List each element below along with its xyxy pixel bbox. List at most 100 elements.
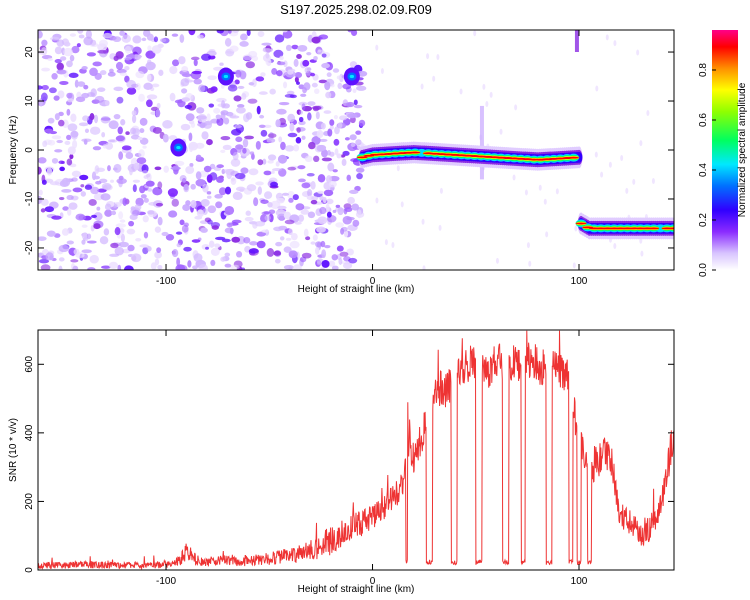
- spectrogram-noise-cell: [256, 231, 266, 237]
- spectrogram-noise-cell: [242, 138, 249, 148]
- spectrogram-noise-cell: [198, 84, 206, 93]
- spectrogram-noise-cell: [188, 30, 196, 36]
- spectrogram-noise-cell: [242, 147, 247, 154]
- spectrogram-noise-cell: [255, 140, 261, 150]
- spectrogram-noise-cell: [146, 99, 153, 108]
- spectrogram-noise-cell: [38, 157, 47, 164]
- spectrogram-noise-cell: [126, 228, 136, 235]
- spectrogram-noise-cell: [236, 104, 245, 108]
- spectrogram-noise-cell: [41, 67, 51, 72]
- spectrogram-noise-cell: [357, 209, 362, 219]
- snr-plot-area: [38, 330, 674, 570]
- spectrogram-noise-cell: [58, 111, 64, 117]
- spectrogram-noise-cell: [646, 110, 650, 117]
- spectrogram-noise-cell: [126, 87, 137, 95]
- spectrogram-noise-cell: [216, 117, 224, 126]
- spectrogram-noise-cell: [283, 211, 291, 220]
- spectrogram-noise-cell: [81, 66, 88, 70]
- spectrogram-noise-cell: [255, 181, 264, 186]
- spectrogram-noise-cell: [72, 265, 79, 270]
- spectrogram-noise-cell: [243, 237, 251, 244]
- spectrogram-noise-cell: [296, 81, 300, 85]
- spectrogram-noise-cell: [89, 254, 99, 264]
- spectrogram-noise-cell: [141, 37, 147, 42]
- spectrogram-noise-cell: [293, 264, 302, 270]
- spectrogram-noise-cell: [314, 88, 320, 95]
- spectrogram-noise-cell: [90, 186, 100, 195]
- spectrogram-noise-cell: [100, 193, 111, 201]
- spectrogram-noise-cell: [237, 85, 245, 89]
- spectrogram-noise-cell: [147, 45, 152, 51]
- colorbar-tick-label: 0.8: [698, 63, 709, 77]
- spectrogram-noise-cell: [129, 127, 137, 135]
- spectrogram-noise-cell: [231, 236, 241, 243]
- spectrogram-noise-cell: [201, 53, 212, 61]
- spectrogram-noise-cell: [118, 241, 129, 248]
- spectrogram-noise-cell: [143, 231, 149, 239]
- spectrogram-noise-cell: [56, 62, 64, 71]
- spectrogram-noise-cell: [317, 144, 327, 152]
- spectrogram-noise-cell: [285, 237, 292, 241]
- spectrogram-noise-cell: [277, 205, 287, 210]
- spectrogram-noise-cell: [154, 226, 162, 233]
- spectrogram-noise-cell: [41, 39, 48, 46]
- spectrogram-noise-cell: [263, 170, 272, 176]
- spectrogram-noise-cell: [303, 228, 309, 237]
- spectrogram-noise-cell: [171, 33, 179, 37]
- spectrogram-noise-cell: [244, 216, 254, 222]
- spectrogram-noise-cell: [262, 158, 267, 165]
- spectrogram-noise-cell: [271, 67, 278, 75]
- spectrogram-noise-cell: [94, 114, 99, 124]
- spectrogram-noise-cell: [275, 161, 280, 167]
- spectrogram-noise-cell: [146, 246, 152, 252]
- spectrogram-noise-cell: [195, 142, 205, 149]
- spectrogram-noise-cell: [221, 100, 226, 109]
- spectrogram-noise-cell: [109, 68, 114, 73]
- spectrogram-heatmap: [38, 30, 674, 270]
- spectrogram-noise-cell: [49, 36, 60, 41]
- spectrogram-noise-cell: [325, 203, 330, 213]
- spectrogram-noise-cell: [317, 190, 324, 194]
- spectrogram-noise-cell: [89, 113, 95, 121]
- spectrogram-noise-cell: [348, 257, 358, 264]
- spectrogram-noise-cell: [261, 229, 269, 233]
- spectrogram-noise-cell: [175, 231, 183, 235]
- spectrogram-noise-cell: [319, 267, 326, 270]
- spectrogram-noise-cell: [57, 90, 65, 99]
- spectrogram-noise-cell: [436, 53, 440, 60]
- spectrogram-noise-cell: [206, 191, 212, 195]
- spectrogram-noise-cell: [290, 232, 298, 241]
- spectrogram-noise-cell: [334, 126, 340, 135]
- spectrogram-noise-cell: [499, 128, 503, 135]
- spectrogram-noise-cell: [162, 119, 173, 129]
- spectrogram-noise-cell: [262, 48, 272, 53]
- spectrogram-noise-cell: [283, 60, 288, 68]
- spectrogram-noise-cell: [512, 174, 516, 181]
- spectrogram-noise-cell: [327, 128, 333, 137]
- spectrogram-noise-cell: [355, 130, 362, 135]
- spectrogram-noise-cell: [326, 175, 332, 184]
- spectrogram-noise-cell: [205, 246, 210, 250]
- spectrogram-noise-cell: [56, 139, 63, 144]
- spectrogram-noise-cell: [338, 257, 343, 265]
- snr-axes: -100 0 100 0 200 400 600: [24, 330, 674, 587]
- spectrogram-noise-cell: [185, 113, 195, 121]
- spectrogram-noise-cell: [270, 181, 278, 188]
- spectrogram-noise-cell: [210, 247, 220, 256]
- spectrogram-noise-cell: [276, 70, 283, 77]
- spectrogram-noise-cell: [289, 122, 295, 132]
- spectrogram-noise-cell: [113, 114, 121, 120]
- spectrogram-noise-cell: [291, 44, 299, 50]
- spectrogram-noise-cell: [275, 241, 283, 247]
- spectrogram-noise-cell: [273, 250, 282, 256]
- spectrogram-noise-cell: [127, 244, 135, 252]
- spectrogram-noise-cell: [229, 45, 239, 52]
- spectrogram-noise-cell: [299, 110, 303, 115]
- spectrogram-noise-cell: [132, 35, 142, 44]
- spectrogram-noise-cell: [146, 73, 152, 82]
- spectrogram-noise-cell: [102, 144, 108, 149]
- spectrogram-noise-cell: [220, 149, 226, 154]
- spectrogram-noise-cell: [426, 53, 430, 60]
- spectrogram-noise-cell: [47, 57, 53, 61]
